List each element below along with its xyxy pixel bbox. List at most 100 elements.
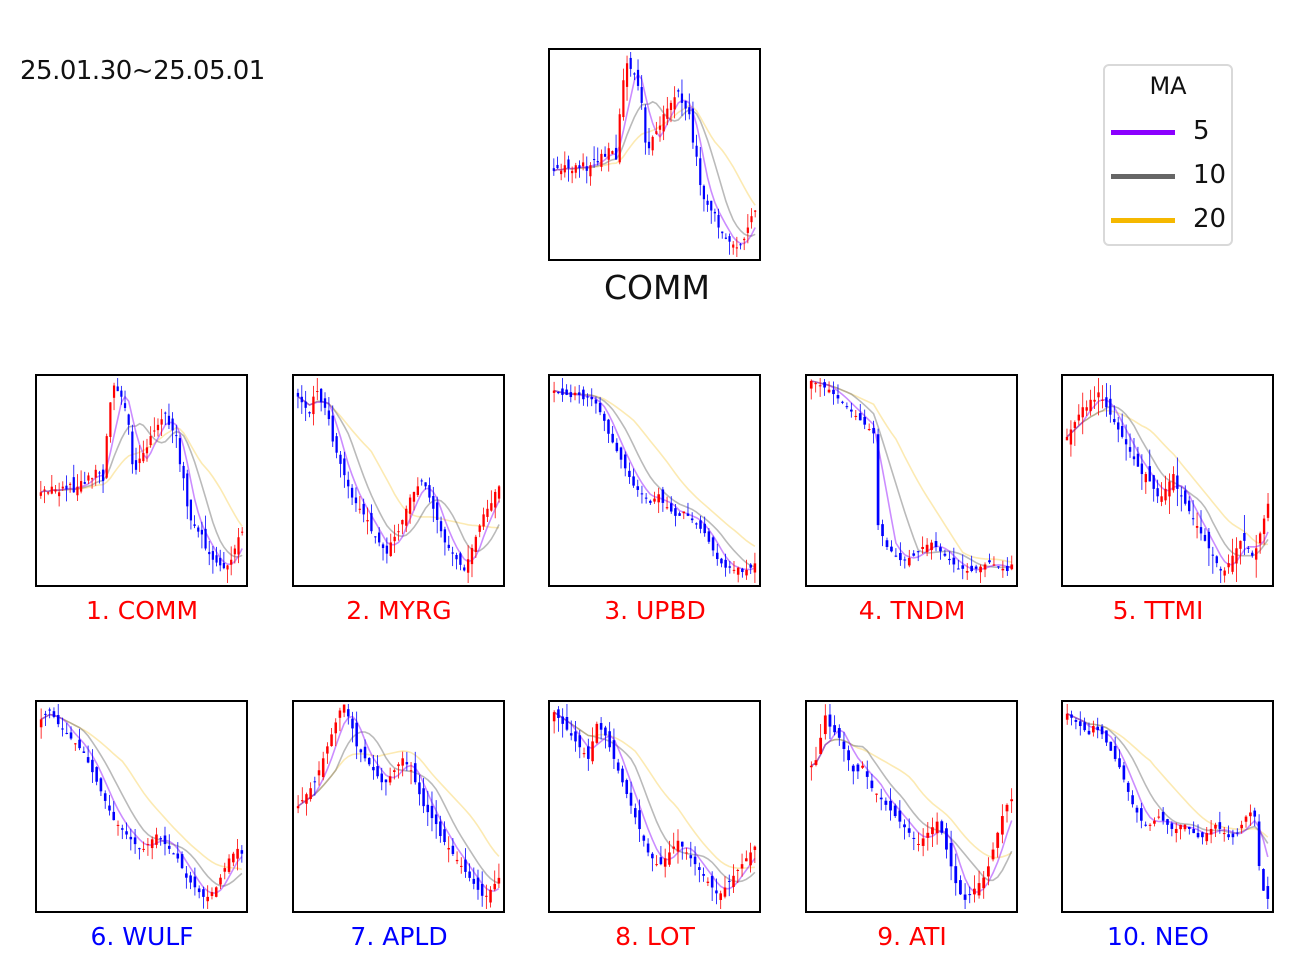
candle [206, 885, 209, 909]
candle [443, 821, 446, 846]
candle [44, 710, 47, 727]
candle [1157, 809, 1161, 820]
candle [827, 381, 831, 394]
candle [565, 384, 568, 396]
candle [121, 824, 124, 840]
candle [1093, 386, 1096, 409]
candle [689, 841, 693, 867]
ma10-line [1066, 712, 1269, 844]
candle [684, 100, 687, 121]
candle [728, 560, 732, 574]
candle [428, 477, 431, 503]
candle [1124, 424, 1128, 461]
candle [881, 519, 884, 547]
candle [556, 156, 559, 169]
candle [693, 846, 697, 876]
ma10-line [810, 738, 1013, 882]
candle [1005, 803, 1009, 823]
candle [732, 241, 735, 255]
candle [233, 544, 236, 564]
candle [69, 726, 73, 741]
candle [867, 423, 871, 432]
candle [828, 704, 832, 740]
candle [1215, 555, 1218, 568]
candle [894, 548, 898, 558]
candle [1227, 825, 1230, 840]
candle [1196, 824, 1200, 839]
candle [753, 845, 757, 864]
chart-panel-3 [548, 374, 761, 587]
candle [1180, 486, 1183, 512]
candle [903, 819, 906, 840]
candle [1160, 482, 1163, 507]
candle [494, 489, 497, 519]
candle [651, 135, 654, 156]
candle [552, 381, 556, 403]
candle [988, 553, 991, 565]
ma5-line [297, 715, 500, 892]
candle [1243, 515, 1246, 556]
chart-svg-8 [552, 704, 757, 909]
candle [222, 551, 225, 570]
candle [90, 477, 94, 489]
candle [646, 838, 650, 857]
ma5-line [553, 73, 756, 245]
candle [833, 715, 837, 736]
candle [1069, 420, 1073, 457]
chart-svg-1 [39, 378, 244, 583]
candle [172, 852, 175, 855]
candle [296, 388, 300, 409]
candle [680, 841, 684, 860]
candle [728, 233, 731, 255]
candle [385, 537, 389, 564]
candle [1097, 378, 1100, 416]
candle [227, 854, 231, 874]
candle [552, 158, 555, 176]
candle [109, 402, 112, 443]
candle [182, 461, 185, 491]
candle [91, 749, 94, 783]
candle [486, 499, 489, 522]
ma5-line [40, 713, 243, 894]
candle [167, 403, 171, 430]
chart-svg-5 [1065, 378, 1270, 583]
candle [1120, 413, 1124, 439]
candle [497, 863, 501, 889]
candle [979, 564, 982, 583]
candle [893, 803, 897, 818]
candle [464, 848, 467, 878]
candle [912, 831, 916, 851]
candle [629, 781, 633, 814]
ma10-line [553, 100, 756, 237]
candle [889, 788, 892, 821]
candle [716, 543, 719, 566]
ma10-line [553, 389, 756, 568]
candle [133, 829, 137, 854]
candle [397, 762, 400, 779]
candle [466, 545, 470, 583]
candle [214, 886, 218, 898]
candle [590, 388, 593, 407]
candle [476, 869, 480, 900]
candle [952, 547, 956, 573]
candle [707, 528, 711, 544]
candle [1262, 868, 1265, 892]
candle [98, 470, 101, 484]
candle [393, 524, 396, 553]
candle [674, 503, 677, 527]
candle [1001, 560, 1005, 578]
candle [52, 707, 56, 719]
candle [112, 382, 116, 411]
candle [319, 388, 323, 412]
candle [854, 409, 858, 421]
candle [745, 850, 748, 862]
ma5-line [553, 389, 756, 571]
candle [129, 828, 133, 851]
candle [493, 870, 496, 892]
ma5-line [811, 380, 1012, 571]
candle [171, 412, 174, 444]
candle [300, 385, 303, 414]
candle [890, 540, 893, 553]
candle [963, 883, 967, 909]
candle [156, 418, 160, 437]
